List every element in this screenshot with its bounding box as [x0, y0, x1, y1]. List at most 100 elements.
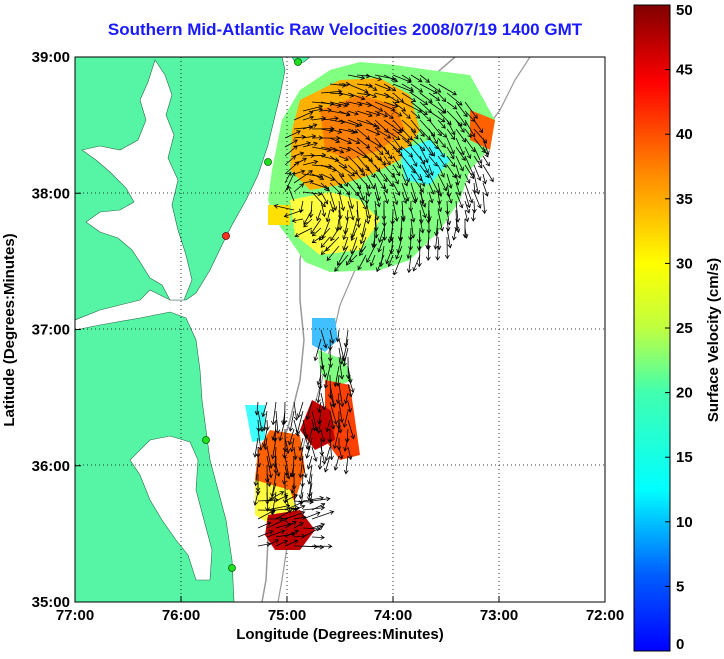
velocity-arrow — [374, 128, 391, 139]
velocity-arrow — [419, 119, 436, 137]
velocity-arrow — [344, 218, 349, 234]
velocity-arrow-head — [349, 204, 354, 210]
velocity-arrow — [329, 401, 337, 425]
velocity-arrow-head — [451, 130, 456, 136]
velocity-arrow — [428, 128, 438, 144]
velocity-arrow-head — [419, 199, 425, 205]
velocity-arrow — [482, 137, 489, 155]
velocity-arrow — [254, 491, 259, 506]
velocity-arrow-head — [347, 455, 353, 461]
velocity-arrow-head — [372, 122, 378, 128]
velocity-arrow-head — [418, 88, 424, 93]
velocity-arrow — [437, 182, 442, 197]
velocity-arrow — [446, 218, 449, 231]
velocity-arrow — [359, 245, 367, 256]
velocity-arrow — [293, 419, 299, 437]
velocity-arrow — [311, 117, 326, 121]
velocity-arrow — [374, 191, 380, 207]
velocity-arrow-head — [341, 356, 347, 361]
velocity-arrow — [320, 356, 326, 378]
velocity-arrow — [419, 137, 433, 156]
velocity-arrow-head — [355, 139, 361, 145]
velocity-arrow — [284, 501, 303, 511]
colorbar-label: Surface Velocity (cm/s) — [705, 258, 722, 422]
velocity-arrow-head — [467, 133, 472, 138]
velocity-arrow — [365, 146, 382, 161]
velocity-arrow-head — [340, 206, 346, 212]
velocity-arrow — [329, 356, 332, 368]
velocity-arrow-head — [268, 530, 274, 535]
velocity-arrow — [311, 154, 326, 157]
velocity-arrow-head — [420, 132, 425, 137]
velocity-arrow — [437, 119, 446, 129]
velocity-arrow-head — [441, 124, 446, 129]
velocity-arrow-head — [342, 163, 348, 169]
velocity-arrow — [342, 338, 349, 361]
velocity-arrow — [392, 110, 402, 117]
velocity-arrow — [428, 182, 435, 195]
velocity-arrow — [320, 347, 323, 369]
velocity-arrow-head — [460, 150, 465, 156]
velocity-arrow-head — [410, 217, 416, 223]
velocity-arrow-head — [328, 543, 333, 549]
velocity-arrow — [392, 146, 403, 157]
velocity-arrow — [374, 83, 391, 91]
velocity-arrow — [302, 160, 318, 166]
velocity-arrow — [435, 227, 439, 250]
velocity-arrow — [320, 128, 333, 132]
velocity-arrow — [401, 119, 416, 133]
velocity-arrow-head — [419, 228, 425, 234]
velocity-arrow-head — [332, 444, 338, 450]
velocity-arrow — [383, 173, 394, 187]
velocity-arrow — [311, 523, 325, 529]
y-tick-label: 37:00 — [32, 322, 70, 339]
velocity-arrow — [310, 200, 313, 218]
velocity-arrow — [329, 164, 345, 177]
velocity-arrow — [383, 191, 389, 204]
velocity-arrow — [329, 392, 335, 408]
velocity-arrow-head — [300, 169, 306, 175]
velocity-arrow — [392, 182, 401, 196]
velocity-arrow-head — [334, 116, 339, 121]
velocity-arrow-head — [296, 130, 301, 135]
velocity-arrow — [455, 173, 459, 185]
velocity-arrow-head — [273, 204, 279, 209]
velocity-arrow-head — [447, 243, 453, 249]
velocity-arrow — [347, 83, 369, 93]
velocity-arrow — [455, 110, 467, 126]
velocity-arrow — [284, 172, 295, 193]
velocity-arrow — [446, 182, 450, 197]
velocity-arrow — [356, 155, 370, 171]
velocity-arrow-head — [287, 508, 292, 514]
velocity-arrow — [329, 173, 343, 188]
y-axis: 39:00 38:00 37:00 36:00 35:00 — [32, 49, 81, 611]
velocity-arrow — [372, 236, 376, 248]
velocity-arrow — [482, 173, 486, 184]
velocity-arrow-head — [323, 185, 329, 190]
velocity-arrow-head — [339, 149, 345, 154]
velocity-arrow — [410, 101, 428, 115]
velocity-arrow-head — [342, 246, 347, 251]
velocity-arrow — [356, 164, 365, 176]
velocity-arrow-head — [336, 261, 342, 266]
velocity-arrow — [437, 110, 452, 125]
velocity-arrow-head — [435, 189, 440, 194]
velocity-arrow — [473, 146, 482, 164]
velocity-arrow — [365, 200, 371, 219]
velocity-arrow — [256, 401, 259, 415]
velocity-arrow-head — [279, 516, 284, 522]
velocity-arrow — [356, 101, 372, 106]
velocity-arrow — [270, 482, 277, 502]
velocity-arrow — [307, 455, 313, 470]
velocity-arrow-head — [396, 191, 401, 196]
velocity-arrow-head — [319, 175, 325, 181]
velocity-arrow — [284, 145, 298, 157]
velocity-arrow-head — [399, 98, 404, 103]
velocity-arrow — [302, 116, 314, 121]
velocity-arrow-head — [335, 382, 341, 387]
velocity-arrow-head — [477, 159, 483, 164]
velocity-arrow — [284, 161, 300, 175]
velocity-arrow-head — [375, 125, 380, 130]
velocity-arrow-head — [436, 88, 442, 93]
velocity-arrow-head — [323, 467, 329, 473]
